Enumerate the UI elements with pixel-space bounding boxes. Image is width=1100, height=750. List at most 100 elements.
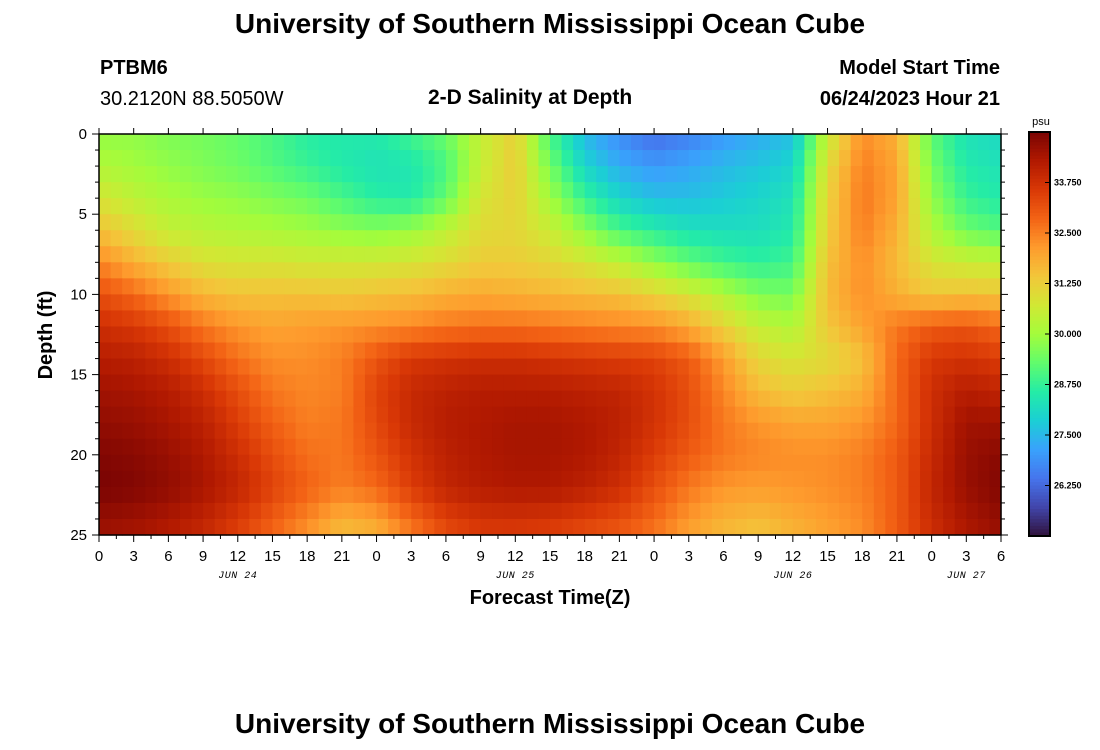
heatmap-cell bbox=[457, 294, 470, 312]
heatmap-cell bbox=[133, 486, 146, 504]
heatmap-cell bbox=[249, 182, 262, 199]
heatmap-cell bbox=[364, 374, 378, 392]
heatmap-cell bbox=[110, 214, 123, 231]
heatmap-cell bbox=[411, 422, 424, 440]
heatmap-cell bbox=[457, 390, 470, 408]
heatmap-cell bbox=[607, 342, 620, 360]
heatmap-cell bbox=[896, 374, 910, 392]
heatmap-cell bbox=[850, 326, 863, 344]
heatmap-cell bbox=[943, 230, 956, 247]
y-tick-label: 15 bbox=[70, 367, 87, 384]
heatmap-cell bbox=[457, 438, 470, 456]
heatmap-cell bbox=[931, 262, 944, 279]
colorbar-swatch bbox=[1029, 175, 1050, 180]
heatmap-cell bbox=[480, 454, 493, 472]
heatmap-cell bbox=[943, 134, 956, 151]
heatmap-cell bbox=[434, 518, 447, 536]
heatmap-cell bbox=[203, 134, 216, 151]
heatmap-cell bbox=[920, 486, 933, 504]
heatmap-cell bbox=[665, 438, 678, 456]
heatmap-cell bbox=[896, 358, 910, 376]
heatmap-cell bbox=[526, 422, 540, 440]
heatmap-cell bbox=[630, 198, 644, 215]
heatmap-cell bbox=[596, 470, 609, 488]
heatmap-cell bbox=[214, 278, 227, 295]
colorbar-swatch bbox=[1029, 132, 1050, 136]
heatmap-cell bbox=[99, 374, 112, 392]
heatmap-cell bbox=[469, 422, 482, 440]
heatmap-cell bbox=[619, 246, 632, 263]
heatmap-cell bbox=[896, 262, 910, 279]
heatmap-cell bbox=[179, 342, 193, 360]
heatmap-cell bbox=[792, 438, 806, 456]
heatmap-cell bbox=[989, 358, 1002, 376]
heatmap-cell bbox=[133, 310, 146, 328]
heatmap-cell bbox=[908, 438, 921, 456]
heatmap-cell bbox=[584, 422, 597, 440]
heatmap-cell bbox=[376, 438, 389, 456]
heatmap-cell bbox=[977, 294, 991, 312]
heatmap-cell bbox=[376, 182, 389, 199]
heatmap-cell bbox=[943, 454, 956, 472]
heatmap-cell bbox=[237, 358, 250, 376]
heatmap-cell bbox=[341, 358, 355, 376]
heatmap-cell bbox=[850, 502, 863, 520]
colorbar-swatch bbox=[1029, 152, 1050, 157]
heatmap-cell bbox=[503, 454, 516, 472]
heatmap-cell bbox=[469, 326, 482, 344]
heatmap-cell bbox=[920, 326, 933, 344]
heatmap-cell bbox=[735, 198, 748, 215]
heatmap-cell bbox=[145, 422, 158, 440]
heatmap-cell bbox=[700, 438, 713, 456]
heatmap-cell bbox=[781, 486, 794, 504]
heatmap-cell bbox=[700, 470, 713, 488]
colorbar-tick-label: 31.250 bbox=[1054, 279, 1082, 289]
heatmap-cell bbox=[561, 374, 574, 392]
heatmap-cell bbox=[769, 438, 782, 456]
heatmap-cell bbox=[885, 294, 898, 312]
heatmap-cell bbox=[781, 278, 794, 295]
heatmap-cell bbox=[619, 390, 632, 408]
heatmap-cell bbox=[237, 278, 250, 295]
heatmap-cell bbox=[862, 470, 875, 488]
heatmap-cell bbox=[526, 182, 540, 199]
colorbar-swatch bbox=[1029, 482, 1050, 487]
heatmap-cell bbox=[735, 486, 748, 504]
heatmap-cell bbox=[353, 358, 366, 376]
heatmap-cell bbox=[642, 518, 655, 536]
heatmap-cell bbox=[723, 518, 736, 536]
heatmap-cell bbox=[445, 470, 459, 488]
heatmap-cell bbox=[515, 502, 528, 520]
heatmap-cell bbox=[330, 150, 343, 167]
heatmap-cell bbox=[665, 390, 678, 408]
heatmap-cell bbox=[226, 486, 239, 504]
heatmap-cell bbox=[503, 166, 516, 183]
heatmap-cell bbox=[862, 166, 875, 183]
heatmap-cell bbox=[769, 486, 782, 504]
heatmap-cell bbox=[989, 326, 1002, 344]
heatmap-cell bbox=[99, 262, 112, 279]
heatmap-cell bbox=[943, 470, 956, 488]
heatmap-cell bbox=[688, 486, 701, 504]
heatmap-cell bbox=[538, 134, 551, 151]
heatmap-cell bbox=[272, 262, 285, 279]
heatmap-cell bbox=[307, 294, 320, 312]
heatmap-cell bbox=[746, 166, 759, 183]
heatmap-cell bbox=[226, 150, 239, 167]
heatmap-cell bbox=[966, 502, 979, 520]
heatmap-cell bbox=[388, 262, 401, 279]
heatmap-cell bbox=[550, 134, 563, 151]
heatmap-cell bbox=[885, 150, 898, 167]
heatmap-cell bbox=[307, 134, 320, 151]
heatmap-cell bbox=[353, 246, 366, 263]
heatmap-cell bbox=[792, 262, 806, 279]
heatmap-cell bbox=[260, 134, 274, 151]
colorbar-swatch bbox=[1029, 455, 1050, 460]
heatmap-cell bbox=[353, 230, 366, 247]
heatmap-cell bbox=[318, 374, 331, 392]
heatmap-cell bbox=[284, 486, 297, 504]
heatmap-cell bbox=[249, 518, 262, 536]
heatmap-cell bbox=[908, 406, 921, 424]
heatmap-cell bbox=[989, 374, 1002, 392]
heatmap-cell bbox=[318, 214, 331, 231]
